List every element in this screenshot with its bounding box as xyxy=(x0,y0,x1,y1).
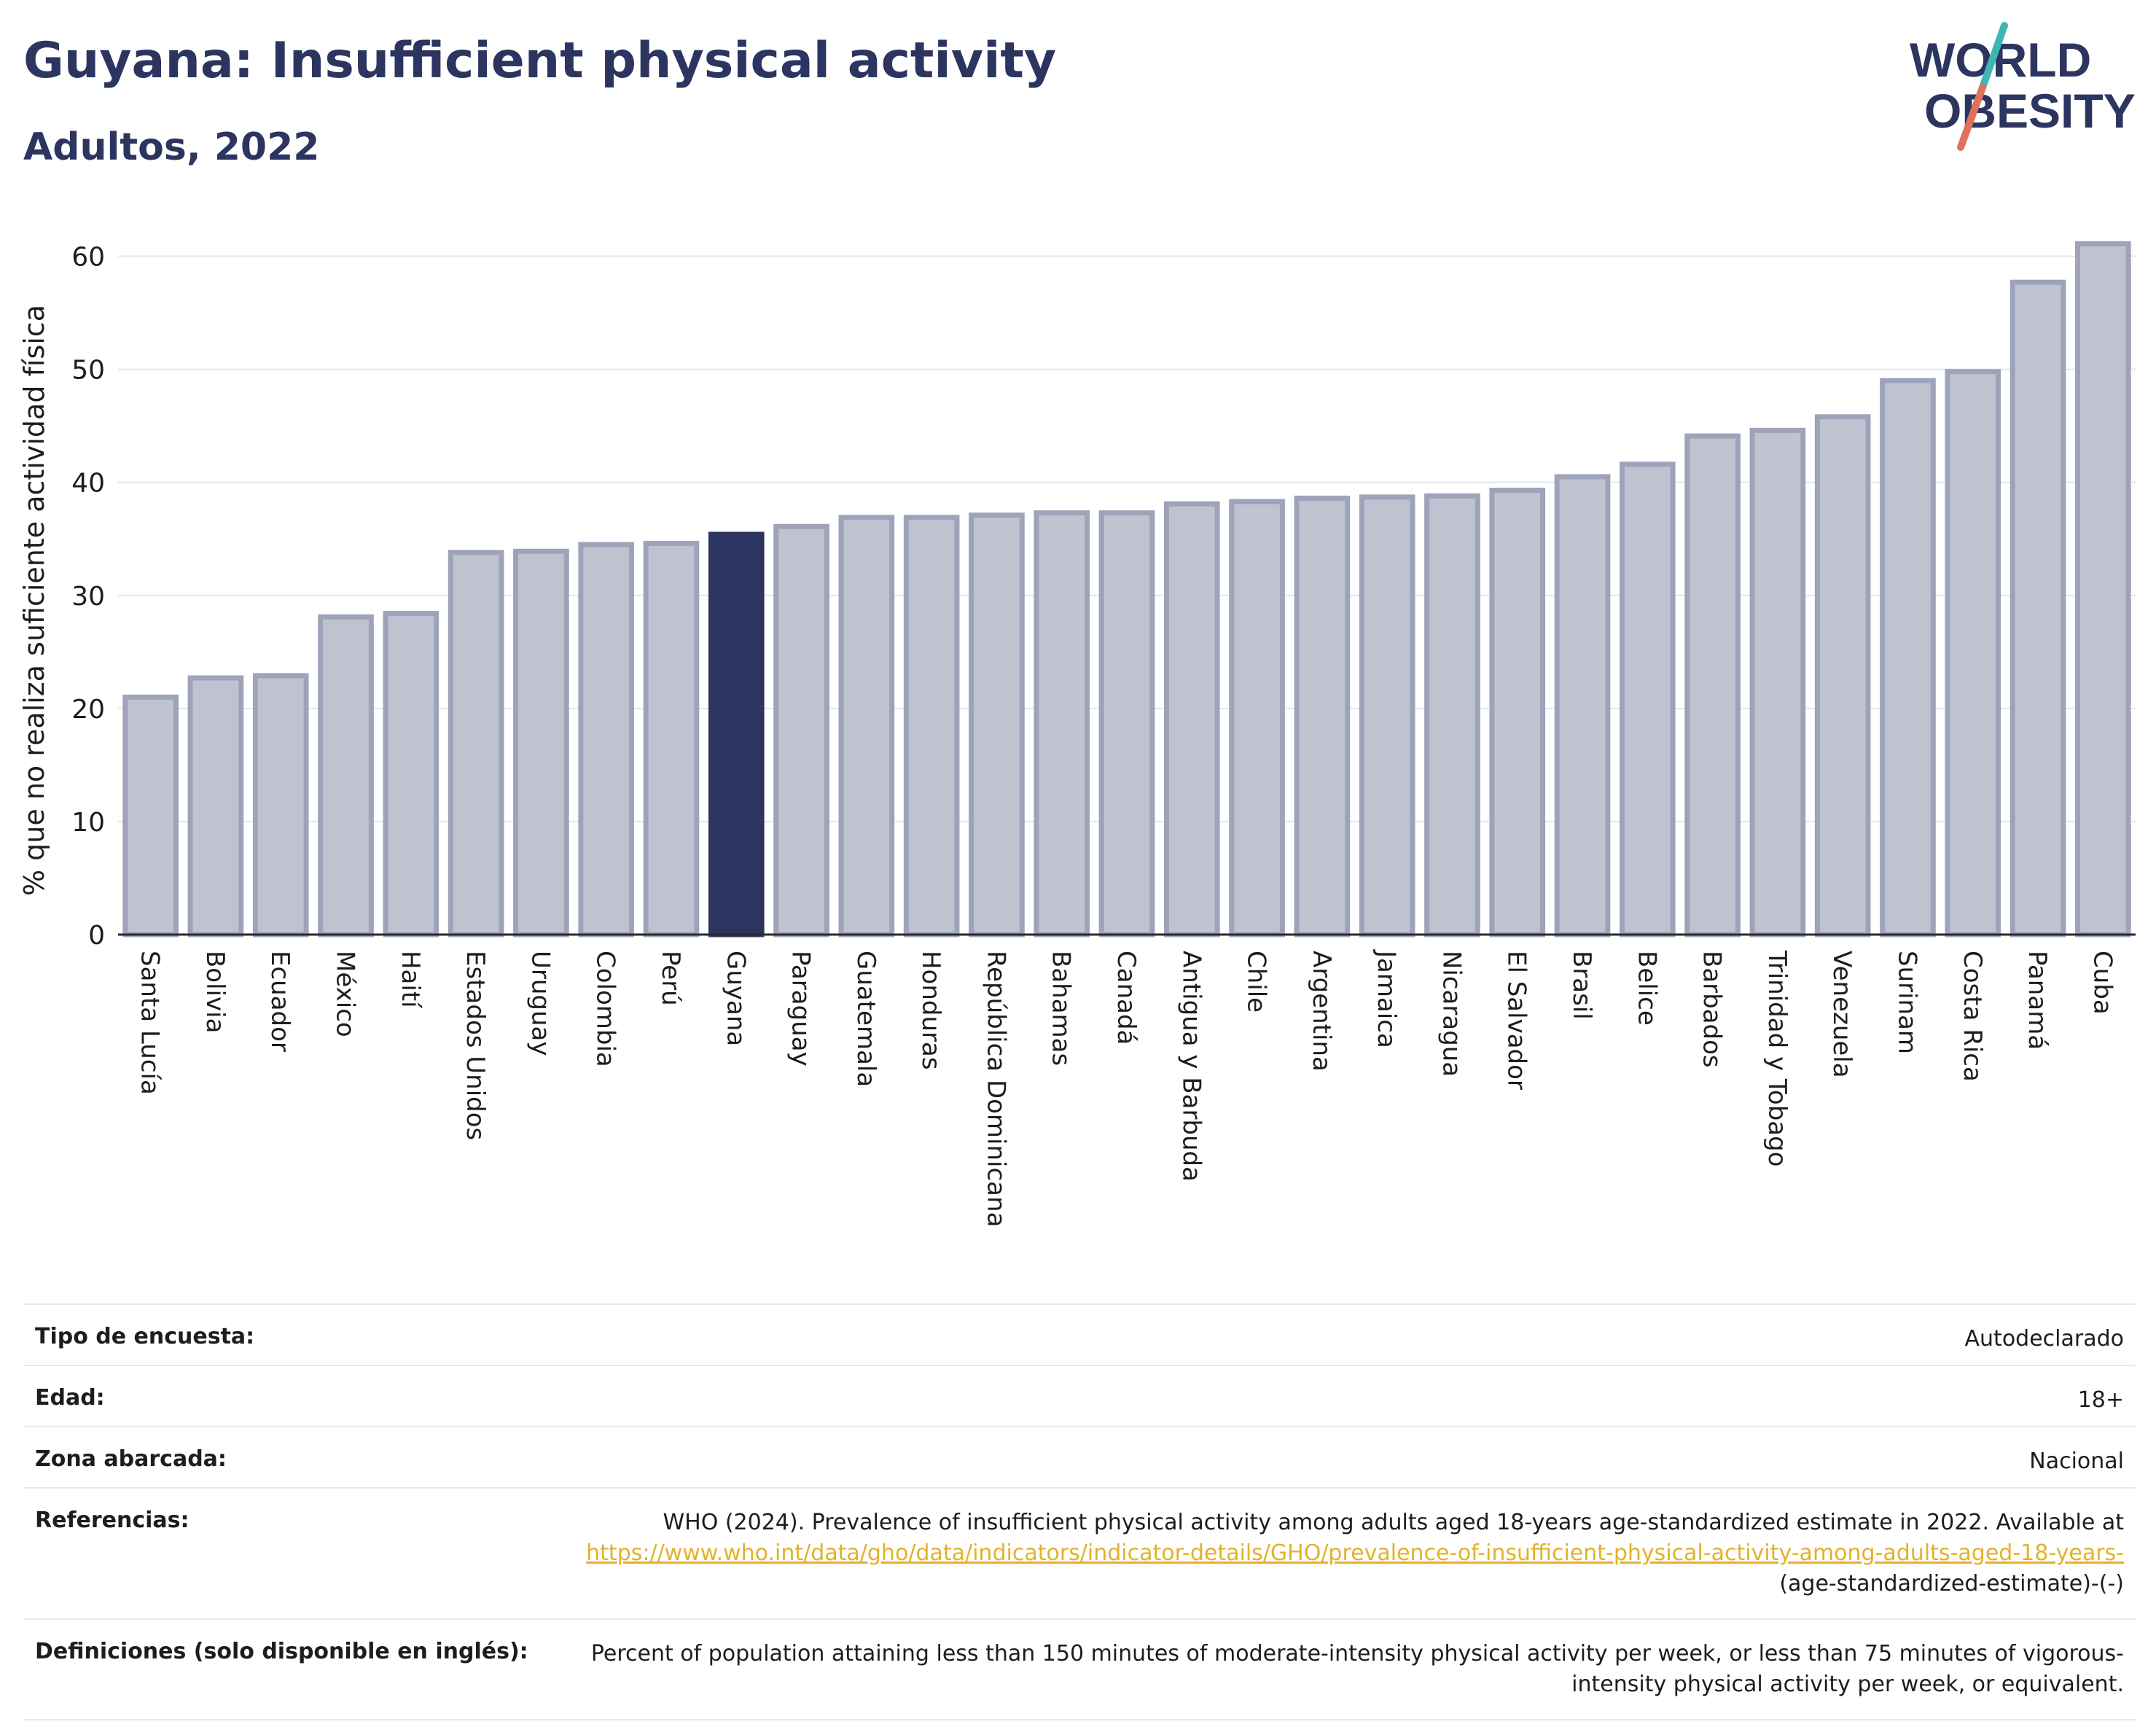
y-ticks: 0 10 20 30 40 50 60 xyxy=(71,243,105,951)
bar-argentina xyxy=(1294,495,1351,937)
x-tick-label: Cuba xyxy=(2087,951,2117,1015)
x-tick-label: Haití xyxy=(396,951,425,1009)
meta-age-value: 18+ xyxy=(2077,1387,2124,1413)
x-tick-label: Guatemala xyxy=(851,951,880,1087)
bar-mexico xyxy=(318,614,374,937)
y-tick-label: 20 xyxy=(71,695,105,725)
x-tick-label: El Salvador xyxy=(1502,951,1531,1090)
meta-defs-value: Percent of population attaining less tha… xyxy=(590,1641,2124,1697)
bar-haiti xyxy=(383,611,440,937)
x-tick-label: Trinidad y Tobago xyxy=(1762,950,1792,1167)
x-tick-label: Nicaragua xyxy=(1437,951,1466,1077)
y-tick-label: 30 xyxy=(71,582,105,612)
y-tick-label: 10 xyxy=(71,808,105,838)
refs-link[interactable]: https://www.who.int/data/gho/data/indica… xyxy=(586,1540,2124,1566)
logo-slash-top xyxy=(1979,22,2008,91)
bar-panama xyxy=(2009,279,2066,937)
bar-trinidad-y-tobago xyxy=(1749,427,1806,937)
bar-republica-dominicana xyxy=(969,512,1025,937)
x-tick-label: Guyana xyxy=(721,951,750,1046)
x-tick-label: Canadá xyxy=(1112,951,1141,1045)
x-tick-label: Belice xyxy=(1632,951,1661,1026)
meta-refs-value: WHO (2024). Prevalence of insufficient p… xyxy=(571,1508,2124,1599)
world-obesity-logo: WORLD OBESITY xyxy=(1910,22,2136,151)
meta-age-label: Edad: xyxy=(35,1385,105,1411)
metadata-table: Tipo de encuesta: Autodeclarado Edad: 18… xyxy=(23,1303,2136,1720)
meta-defs-label: Definiciones (solo disponible en inglés)… xyxy=(35,1639,528,1664)
x-tick-label: Estados Unidos xyxy=(461,951,490,1140)
bar-bolivia xyxy=(187,675,244,937)
x-tick-label: Surinam xyxy=(1892,951,1921,1054)
meta-survey-label: Tipo de encuesta: xyxy=(35,1324,255,1349)
bar-barbados xyxy=(1684,433,1741,937)
meta-refs-label: Referencias: xyxy=(35,1508,190,1533)
x-tick-label: Costa Rica xyxy=(1958,951,1987,1082)
bar-antigua-y-barbuda xyxy=(1163,501,1220,937)
meta-survey-value: Autodeclarado xyxy=(1964,1326,2124,1352)
bar-cuba xyxy=(2075,241,2131,937)
bar-nicaragua xyxy=(1424,493,1480,937)
x-tick-label: Ecuador xyxy=(265,951,294,1052)
bar-colombia xyxy=(578,542,635,937)
x-tick-label: Perú xyxy=(656,951,685,1006)
x-tick-label: Barbados xyxy=(1698,951,1727,1068)
y-axis-label: % que no realiza suficiente actividad fí… xyxy=(18,305,50,896)
meta-area-value: Nacional xyxy=(2029,1449,2124,1474)
x-tick-label: Bolivia xyxy=(200,951,230,1033)
x-tick-label: Argentina xyxy=(1307,951,1336,1072)
y-tick-label: 60 xyxy=(71,243,105,273)
bar-surinam xyxy=(1880,378,1936,937)
x-tick-label: Venezuela xyxy=(1827,951,1856,1078)
y-tick-label: 50 xyxy=(71,356,105,386)
bar-peru xyxy=(643,540,700,937)
bar-ecuador xyxy=(252,673,309,937)
bar-uruguay xyxy=(513,548,569,937)
x-tick-label: Bahamas xyxy=(1047,951,1076,1066)
x-tick-label: República Dominicana xyxy=(981,951,1010,1227)
bar-estados-unidos xyxy=(448,550,504,937)
logo-slash-bottom xyxy=(1957,84,1986,151)
bar-brasil xyxy=(1554,474,1611,937)
x-tick-label: Honduras xyxy=(916,951,945,1070)
x-tick-label: Chile xyxy=(1242,951,1271,1013)
chart-subtitle: Adultos, 2022 xyxy=(23,125,320,169)
bar-chart: 0 10 20 30 40 50 60 Santa Lucía Bolivia Ecuador M… xyxy=(18,241,2136,1227)
x-tick-label: Brasil xyxy=(1567,951,1596,1020)
bar-paraguay xyxy=(773,523,829,937)
meta-row-survey: Tipo de encuesta: Autodeclarado xyxy=(23,1303,2136,1365)
bar-guatemala xyxy=(838,515,895,937)
bar-costa-rica xyxy=(1945,369,2001,937)
bar-canada xyxy=(1098,510,1155,937)
bar-honduras xyxy=(903,515,960,937)
bar-jamaica xyxy=(1359,494,1415,937)
meta-row-area: Zona abarcada: Nacional xyxy=(23,1426,2136,1487)
x-tick-label: Paraguay xyxy=(786,951,816,1067)
x-tick-label: Uruguay xyxy=(526,951,555,1056)
x-tick-label: Jamaica xyxy=(1372,949,1401,1048)
chart-title: Guyana: Insufficient physical activity xyxy=(23,32,1057,90)
refs-text: WHO (2024). Prevalence of insufficient p… xyxy=(663,1510,2124,1535)
refs-tail: (age-standardized-estimate)-(-) xyxy=(1779,1571,2124,1596)
bar-venezuela xyxy=(1814,414,1871,937)
bars xyxy=(122,241,2131,937)
meta-row-age: Edad: 18+ xyxy=(23,1365,2136,1426)
y-tick-label: 40 xyxy=(71,469,105,499)
meta-row-refs: Referencias: WHO (2024). Prevalence of i… xyxy=(23,1487,2136,1618)
bar-belice xyxy=(1619,461,1676,937)
bar-guyana xyxy=(708,531,765,937)
x-tick-label: Antigua y Barbuda xyxy=(1176,951,1206,1182)
logo-line2: OBESITY xyxy=(1924,84,2136,138)
y-tick-label: 0 xyxy=(88,921,105,951)
x-tick-label: México xyxy=(331,951,360,1037)
x-tick-label: Colombia xyxy=(591,951,620,1067)
x-tick-label: Santa Lucía xyxy=(136,951,165,1095)
bar-bahamas xyxy=(1034,510,1090,937)
x-tick-label: Panamá xyxy=(2023,951,2052,1050)
bar-santa-lucia xyxy=(122,694,179,937)
bar-el-salvador xyxy=(1489,488,1546,937)
meta-row-defs: Definiciones (solo disponible en inglés)… xyxy=(23,1618,2136,1720)
x-ticks: Santa Lucía Bolivia Ecuador México Haití Esta… xyxy=(136,949,2117,1227)
bar-chile xyxy=(1229,499,1285,937)
meta-area-label: Zona abarcada: xyxy=(35,1446,227,1472)
